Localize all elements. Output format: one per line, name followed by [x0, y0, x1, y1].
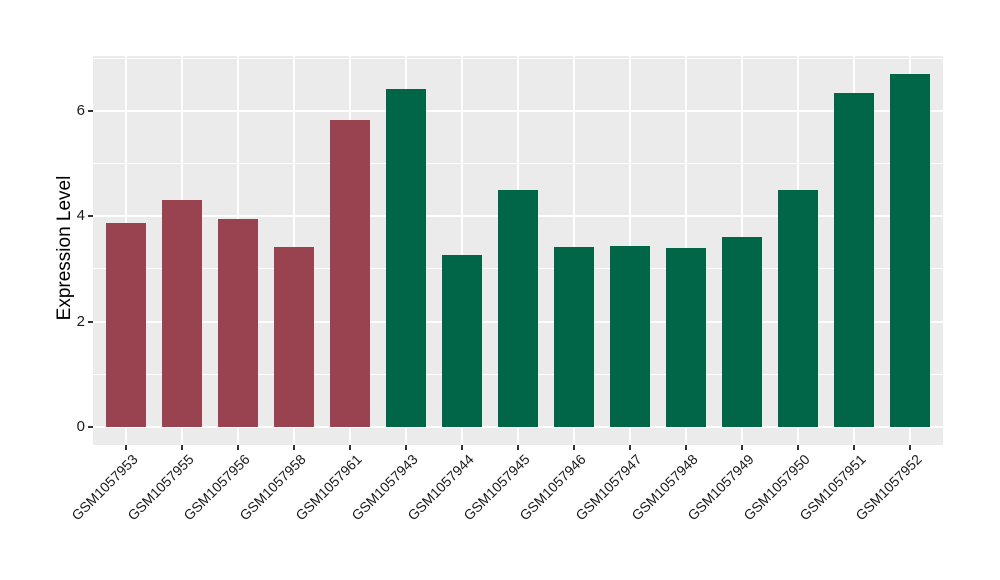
- x-tick-mark: [909, 445, 912, 450]
- x-tick-mark: [741, 445, 744, 450]
- y-tick-mark: [88, 109, 93, 112]
- x-tick-mark: [797, 445, 800, 450]
- x-tick-mark: [853, 445, 856, 450]
- bar-GSM1057947: [610, 245, 651, 427]
- bar-GSM1057951: [834, 93, 875, 427]
- y-tick-label: 0: [76, 418, 85, 435]
- bar-GSM1057946: [554, 247, 595, 427]
- x-tick-mark: [405, 445, 408, 450]
- x-tick-mark: [181, 445, 184, 450]
- bar-GSM1057944: [442, 254, 483, 427]
- bar-GSM1057953: [106, 222, 147, 427]
- bar-GSM1057943: [386, 89, 427, 427]
- y-tick-mark: [88, 320, 93, 323]
- x-tick-mark: [349, 445, 352, 450]
- gridline-vertical: [461, 56, 464, 445]
- x-tick-mark: [461, 445, 464, 450]
- y-tick-label: 4: [76, 207, 85, 225]
- bar-GSM1057948: [666, 248, 707, 427]
- x-tick-mark: [125, 445, 128, 450]
- x-tick-mark: [293, 445, 296, 450]
- x-tick-mark: [573, 445, 576, 450]
- bar-GSM1057958: [274, 246, 315, 427]
- y-axis-title: Expression Level: [54, 175, 75, 321]
- bar-GSM1057956: [218, 218, 259, 427]
- bar-GSM1057952: [890, 74, 931, 427]
- bar-GSM1057945: [498, 189, 539, 427]
- plot-area: [93, 56, 943, 445]
- x-tick-mark: [237, 445, 240, 450]
- y-tick-mark: [88, 426, 93, 428]
- y-tick-label: 2: [76, 312, 85, 330]
- bar-GSM1057950: [778, 189, 819, 427]
- bar-GSM1057955: [162, 199, 203, 427]
- bar-GSM1057961: [330, 120, 371, 427]
- bar-GSM1057949: [722, 236, 763, 427]
- y-tick-mark: [88, 215, 93, 218]
- x-tick-mark: [517, 445, 520, 450]
- x-tick-mark: [685, 445, 688, 450]
- x-tick-mark: [629, 445, 632, 450]
- y-tick-label: 6: [76, 101, 85, 119]
